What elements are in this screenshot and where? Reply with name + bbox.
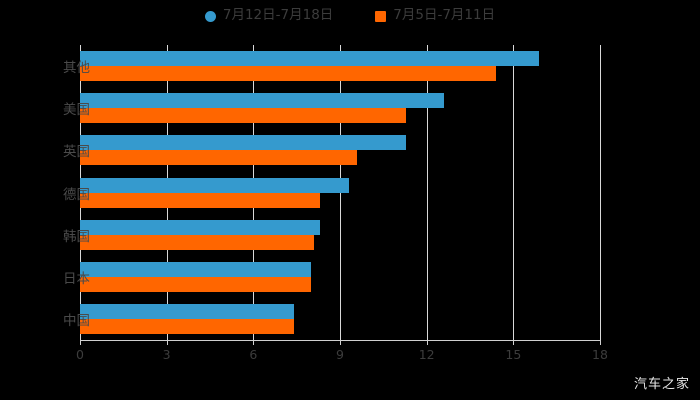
legend-label-1: 7月5日-7月11日 <box>393 7 496 24</box>
watermark: 汽车之家 <box>633 377 690 392</box>
bar[interactable] <box>80 303 294 319</box>
x-tick-label: 6 <box>249 347 258 362</box>
bar[interactable] <box>80 135 407 151</box>
legend-item-0[interactable]: 7月12日-7月18日 <box>204 7 334 24</box>
legend-square-orange-icon <box>375 10 387 22</box>
y-axis-label: 韩国 <box>63 228 90 245</box>
bar[interactable] <box>80 318 294 334</box>
gridline <box>513 45 515 340</box>
gridline <box>600 45 601 340</box>
x-tick-label: 0 <box>76 347 84 362</box>
y-axis-label: 其他 <box>63 60 90 77</box>
bar[interactable] <box>80 234 314 250</box>
y-axis-label: 德国 <box>63 186 90 203</box>
gridline <box>340 45 341 340</box>
bar[interactable] <box>80 219 320 235</box>
bar[interactable] <box>80 108 407 124</box>
x-tick-mark <box>426 340 428 345</box>
y-axis-label: 美国 <box>63 102 90 119</box>
gridline <box>426 45 428 340</box>
y-axis-label: 中国 <box>63 312 90 329</box>
bar[interactable] <box>80 276 312 292</box>
bar[interactable] <box>80 192 320 208</box>
x-tick-mark <box>340 340 341 345</box>
x-tick-mark <box>513 340 515 345</box>
bar[interactable] <box>80 150 358 166</box>
x-tick-label: 3 <box>162 347 171 362</box>
x-tick-mark <box>600 340 601 345</box>
x-tick-label: 15 <box>505 347 522 362</box>
x-tick-mark <box>166 340 168 345</box>
legend-label-0: 7月12日-7月18日 <box>222 7 334 24</box>
legend-item-1[interactable]: 7月5日-7月11日 <box>375 9 495 23</box>
x-tick-label: 18 <box>592 347 608 362</box>
legend-dot-blue-icon <box>204 10 216 22</box>
x-tick-mark <box>80 340 81 345</box>
x-tick-label: 12 <box>418 347 435 362</box>
bar[interactable] <box>80 66 496 82</box>
bar[interactable] <box>80 51 540 67</box>
x-tick-mark <box>253 340 255 345</box>
bar[interactable] <box>80 261 312 277</box>
bar[interactable] <box>80 177 349 193</box>
bar[interactable] <box>80 93 444 109</box>
y-axis-label: 日本 <box>63 270 90 287</box>
y-axis-label: 英国 <box>63 144 90 161</box>
plot-area: 0 3 6 9 12 15 18 <box>76 45 608 362</box>
chart-legend: 7月12日-7月18日 7月5日-7月11日 <box>0 4 700 28</box>
x-tick-label: 9 <box>336 347 344 362</box>
